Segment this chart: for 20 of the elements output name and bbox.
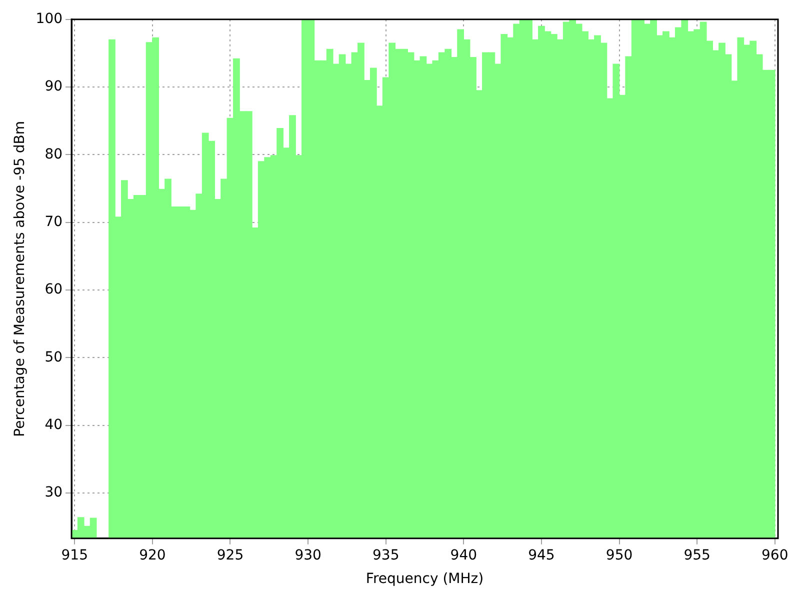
x-tick-label: 960: [762, 547, 788, 564]
y-tick-label: 70: [44, 214, 63, 230]
x-tick-label: 945: [528, 547, 555, 564]
y-tick-label: 60: [44, 282, 63, 298]
y-tick-label: 50: [44, 349, 63, 366]
y-tick-label: 30: [44, 484, 63, 501]
x-tick-label: 920: [139, 547, 166, 564]
x-tick-label: 940: [450, 547, 478, 564]
x-tick-label: 935: [372, 547, 400, 564]
y-tick-label: 40: [44, 417, 63, 434]
x-tick-label: 950: [606, 547, 633, 564]
x-tick-label: 915: [61, 547, 88, 564]
x-tick-label: 955: [684, 547, 710, 564]
y-tick-label: 80: [44, 146, 63, 162]
x-axis-title: Frequency (MHz): [366, 571, 484, 588]
y-axis-title: Percentage of Measurements above -95 dBm: [12, 120, 28, 437]
y-tick-label: 100: [36, 11, 63, 28]
x-tick-label: 930: [294, 547, 322, 564]
x-tick-label: 925: [216, 547, 244, 564]
y-tick-label: 90: [44, 78, 63, 95]
